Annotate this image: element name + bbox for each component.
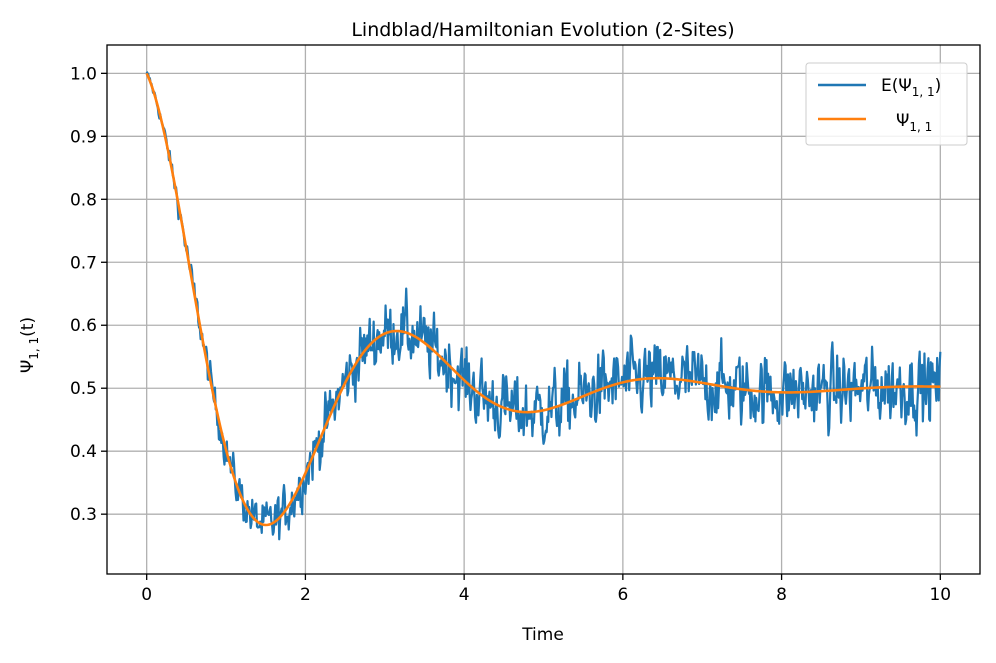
series-line-0 (145, 71, 942, 541)
y-axis-label-sub: 1, 1 (27, 337, 41, 360)
legend-label-1-base: Ψ (896, 111, 909, 131)
y-tick-label: 0.6 (70, 316, 97, 336)
legend-label-0-base: E(Ψ (881, 76, 912, 96)
x-tick-label: 0 (141, 585, 152, 605)
y-axis-label-suffix: (t) (18, 317, 38, 337)
series-line-1 (145, 72, 941, 527)
series-layer (145, 71, 942, 541)
y-axis-label-base: Ψ (18, 360, 38, 373)
y-tick-label: 0.7 (70, 253, 97, 273)
y-tick-label: 0.4 (70, 442, 97, 462)
x-tick-label: 6 (617, 585, 628, 605)
legend-label-0-sub: 1, 1 (912, 85, 935, 99)
legend-label-1: Ψ1, 1 (896, 111, 932, 134)
y-tick-label: 0.9 (70, 127, 97, 147)
x-tick-label: 10 (929, 585, 951, 605)
x-axis-label: Time (521, 625, 564, 645)
y-tick-label: 0.3 (70, 505, 97, 525)
legend: E(Ψ1, 1) Ψ1, 1 (805, 62, 968, 146)
legend-box (805, 62, 968, 146)
legend-label-0: E(Ψ1, 1) (881, 76, 941, 99)
y-axis: 0.3 0.4 0.5 0.6 0.7 0.8 0.9 1.0 (70, 64, 107, 525)
chart-title: Lindblad/Hamiltonian Evolution (2-Sites) (351, 19, 734, 41)
y-tick-label: 0.5 (70, 379, 97, 399)
x-tick-label: 2 (300, 585, 311, 605)
y-axis-label: Ψ1, 1(t) (18, 317, 41, 373)
x-tick-label: 4 (459, 585, 470, 605)
plot-frame (106, 44, 981, 575)
legend-label-0-suffix: ) (935, 76, 942, 96)
legend-label-1-sub: 1, 1 (909, 120, 932, 134)
y-tick-label: 0.8 (70, 190, 97, 210)
x-axis: 0 2 4 6 8 10 (141, 574, 951, 605)
x-tick-label: 8 (776, 585, 787, 605)
grid (107, 45, 980, 574)
y-tick-label: 1.0 (70, 64, 97, 84)
